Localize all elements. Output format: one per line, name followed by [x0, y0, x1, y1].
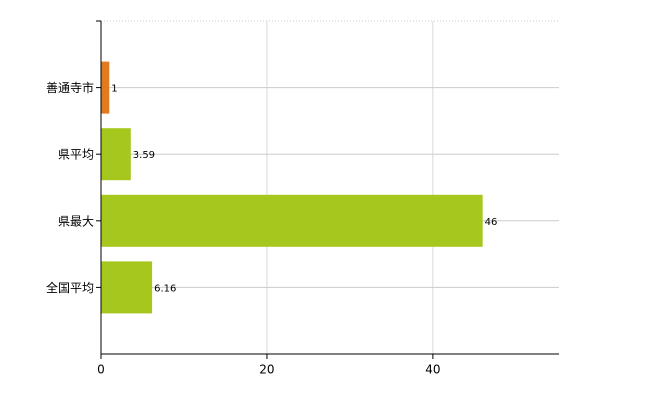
value-label: 6.16 — [154, 283, 176, 294]
bar — [101, 128, 131, 181]
y-tick-label: 善通寺市 — [46, 80, 94, 95]
y-tick-label: 県最大 — [58, 214, 94, 228]
value-label: 46 — [485, 217, 498, 228]
x-tick-label: 40 — [425, 363, 440, 377]
value-label: 1 — [111, 84, 117, 95]
value-label: 3.59 — [133, 150, 155, 161]
x-tick-label: 0 — [97, 363, 105, 377]
bar — [101, 194, 483, 247]
x-tick-label: 20 — [259, 363, 274, 377]
y-tick-label: 県平均 — [58, 148, 94, 162]
y-tick-label: 全国平均 — [46, 280, 94, 295]
bar — [101, 261, 153, 314]
bar — [101, 61, 110, 114]
